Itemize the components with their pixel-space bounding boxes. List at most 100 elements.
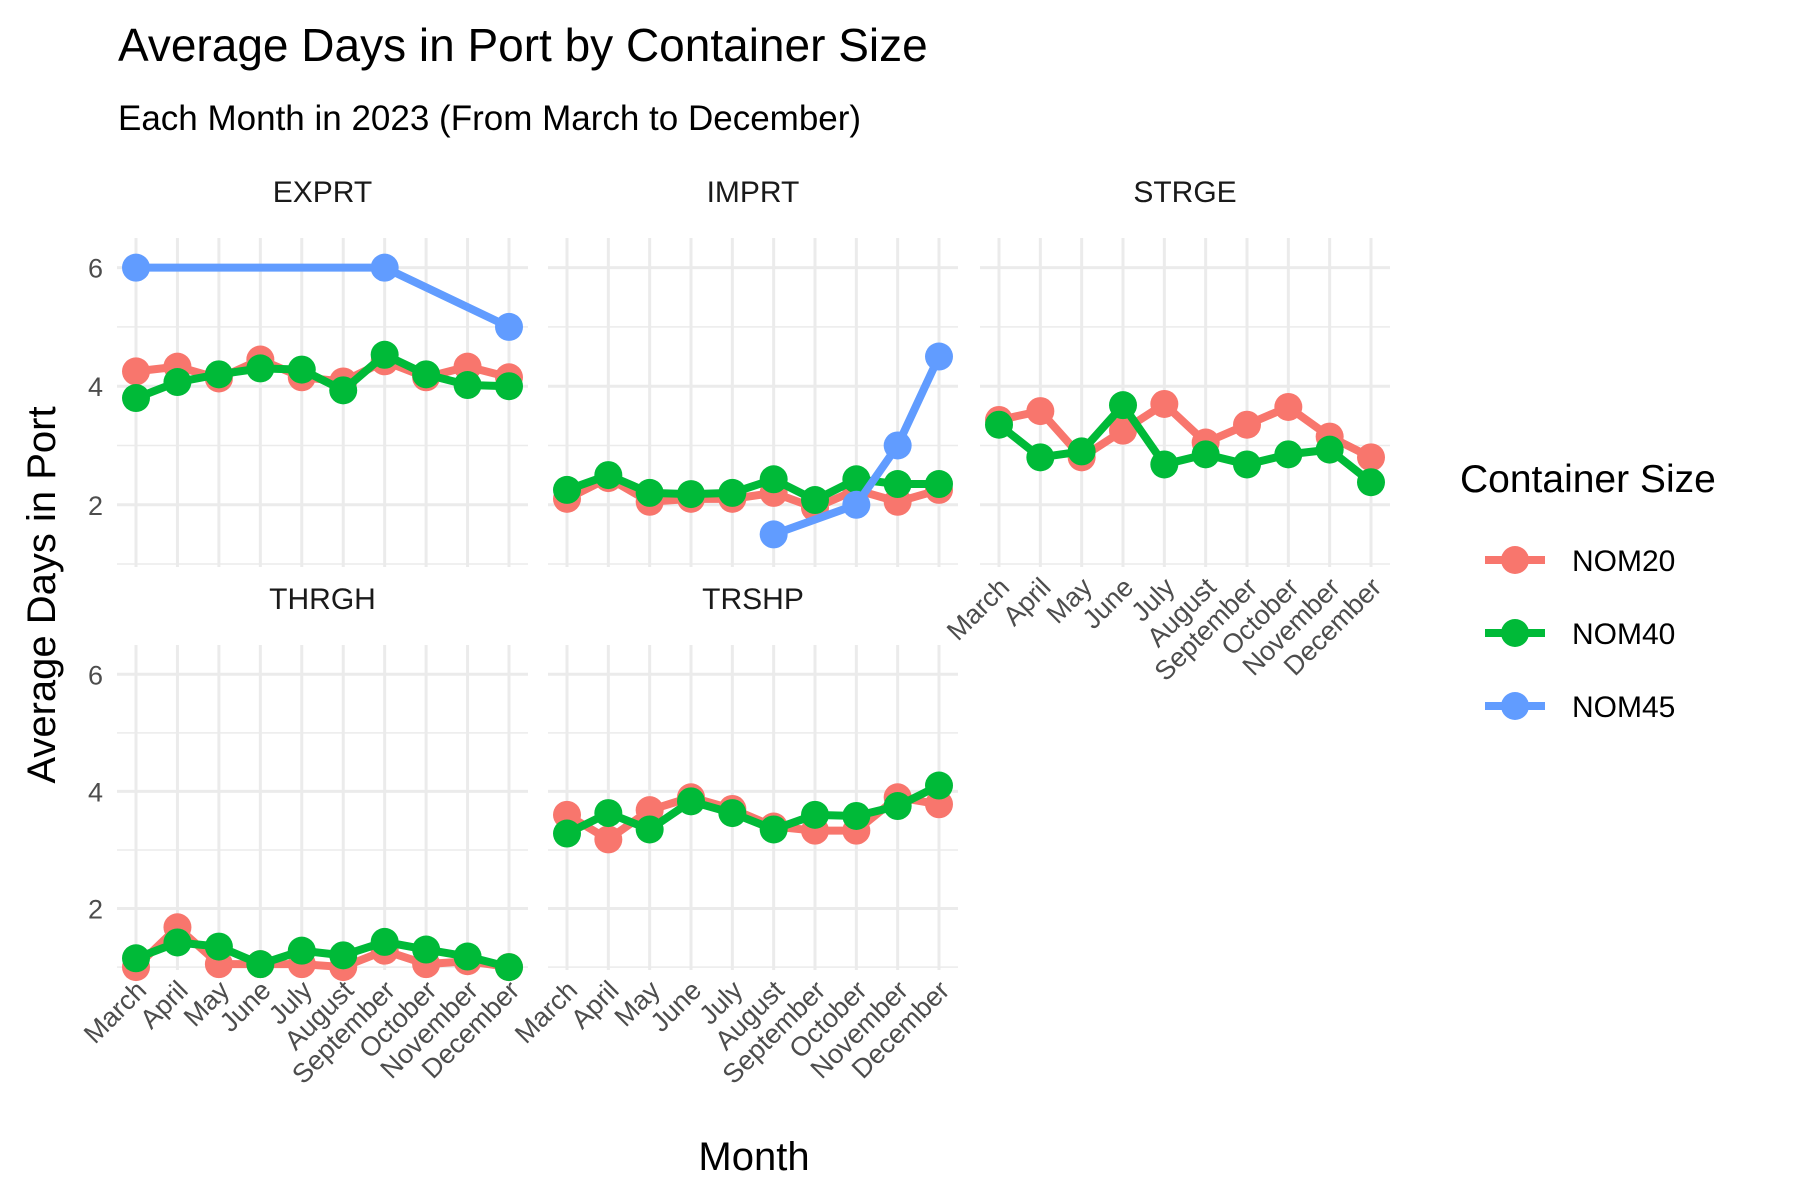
series-nom40 — [553, 771, 953, 848]
data-point — [883, 792, 912, 821]
series-line — [132, 263, 513, 331]
panel-trshp: TRSHPMarchAprilMayJuneJulyAugustSeptembe… — [509, 583, 958, 1090]
data-point — [1233, 450, 1261, 479]
series-nom40 — [985, 391, 1385, 497]
data-point — [553, 819, 581, 848]
data-point — [246, 354, 275, 383]
data-point — [925, 470, 953, 499]
data-point — [495, 372, 523, 401]
data-point — [1191, 440, 1220, 469]
data-point — [1233, 410, 1261, 439]
data-point — [163, 928, 192, 957]
strip-label: STRGE — [1133, 176, 1236, 209]
data-point — [453, 942, 482, 971]
legend-label: NOM45 — [1572, 691, 1675, 724]
data-point — [677, 787, 705, 816]
data-point — [412, 360, 441, 389]
data-point — [329, 376, 358, 405]
data-point — [287, 355, 316, 384]
strip-label: THRGH — [269, 583, 376, 616]
data-point — [842, 490, 871, 519]
data-point — [1026, 397, 1055, 426]
x-axis-title: Month — [698, 1135, 809, 1179]
data-point — [801, 800, 829, 829]
data-point — [635, 478, 664, 507]
data-point — [635, 796, 664, 825]
panel-strge: STRGEMarchAprilMayJuneJulyAugustSeptembe… — [941, 176, 1390, 687]
data-point — [553, 475, 581, 504]
series-line — [132, 350, 513, 403]
data-point — [883, 470, 912, 499]
data-point — [1109, 416, 1137, 445]
grid — [117, 645, 528, 970]
facet-panels: EXPRT 2 4 6 IMPRT STRGEMarchAprilMayJuneJulyA… — [78, 176, 1390, 1090]
data-point — [801, 486, 829, 515]
legend-key-point — [1501, 692, 1529, 720]
data-point — [1357, 468, 1385, 497]
data-point — [1109, 391, 1137, 420]
series-line — [563, 781, 943, 838]
data-point — [412, 935, 441, 964]
data-point — [122, 944, 150, 973]
legend-title: Container Size — [1460, 458, 1716, 501]
series-line — [995, 399, 1375, 462]
series-line — [132, 937, 513, 972]
data-point — [1150, 389, 1179, 418]
data-point — [842, 801, 871, 830]
legend-label: NOM20 — [1572, 545, 1675, 578]
strip-label: TRSHP — [702, 583, 804, 616]
grid — [548, 238, 958, 567]
data-point — [1026, 443, 1055, 472]
series-nom45 — [122, 253, 523, 341]
series-nom40 — [122, 927, 523, 982]
data-point — [453, 371, 482, 400]
y-tick-label: 4 — [88, 372, 103, 402]
data-point — [759, 815, 788, 844]
y-tick-label: 4 — [88, 777, 103, 807]
legend-key-point — [1501, 619, 1529, 647]
data-point — [495, 953, 523, 982]
data-point — [163, 368, 192, 397]
data-point — [925, 771, 953, 800]
legend: Container Size NOM20 NOM40 NOM45 — [1460, 458, 1716, 724]
data-point — [370, 253, 399, 282]
chart-subtitle: Each Month in 2023 (From March to Decemb… — [118, 99, 861, 138]
data-point — [925, 342, 953, 371]
data-point — [635, 815, 664, 844]
data-point — [1067, 437, 1096, 466]
legend-item-nom40: NOM40 — [1485, 618, 1675, 651]
panel-thrgh: THRGH246MarchAprilMayJuneJulyAugustSepte… — [78, 583, 528, 1090]
data-point — [718, 799, 747, 828]
data-point — [1357, 443, 1385, 472]
grid — [117, 238, 528, 567]
y-tick-label: 6 — [88, 660, 103, 690]
data-point — [370, 927, 399, 956]
data-point — [759, 520, 788, 549]
strip-label: IMPRT — [707, 176, 800, 209]
data-point — [594, 461, 623, 490]
series-line — [563, 474, 943, 512]
series-nom45 — [759, 342, 953, 549]
data-point — [1315, 435, 1344, 464]
data-point — [883, 431, 912, 460]
legend-label: NOM40 — [1572, 618, 1675, 651]
series-nom40 — [122, 340, 523, 413]
data-point — [594, 825, 623, 854]
data-point — [495, 312, 523, 341]
data-point — [122, 357, 150, 386]
data-point — [370, 340, 399, 369]
data-point — [122, 253, 150, 282]
strip-label: EXPRT — [273, 176, 372, 209]
y-tick-label: 2 — [88, 895, 103, 925]
data-point — [1150, 450, 1179, 479]
chart-title: Average Days in Port by Container Size — [118, 19, 928, 71]
legend-key-point — [1501, 546, 1529, 574]
data-point — [985, 410, 1013, 439]
data-point — [204, 360, 233, 389]
panel-exprt: EXPRT 2 4 6 — [88, 176, 528, 567]
data-point — [287, 936, 316, 965]
data-point — [1274, 440, 1303, 469]
panel-imprt: IMPRT — [548, 176, 958, 567]
data-point — [204, 932, 233, 961]
